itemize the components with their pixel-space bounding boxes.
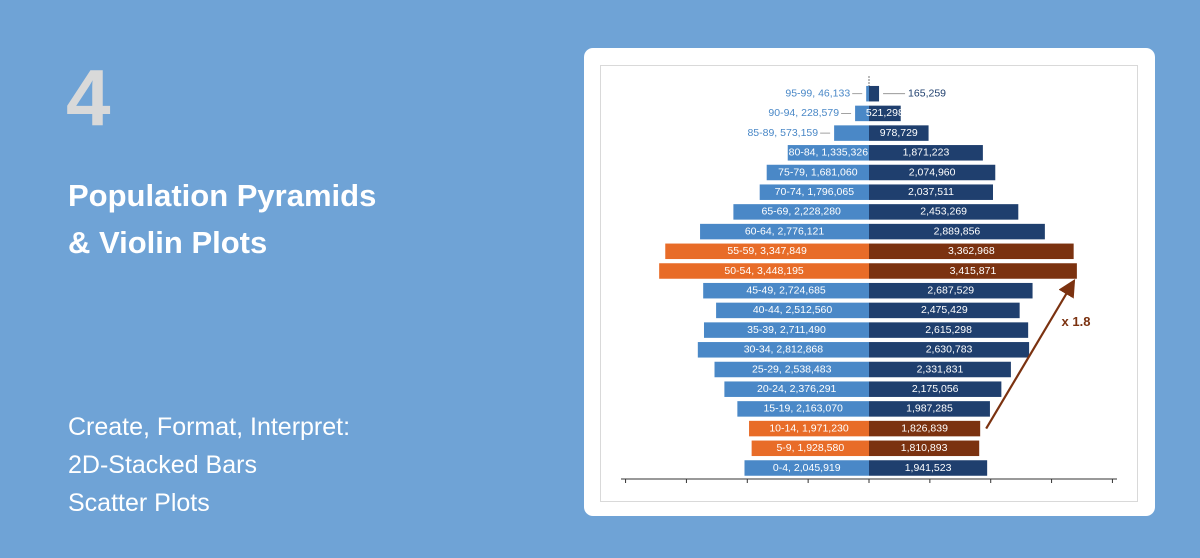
subtitle-line-3: Scatter Plots	[68, 489, 210, 517]
bar-left-90-94	[855, 105, 869, 122]
chart-frame	[600, 65, 1138, 502]
bar-label-right-95-99: 165,259	[908, 87, 946, 99]
bar-label-right-10-14: 1,826,839	[901, 422, 948, 434]
bar-right-10-14	[869, 420, 981, 437]
bar-left-35-39	[703, 322, 869, 338]
bar-left-15-19	[737, 401, 869, 417]
bar-label-left-80-84: 80-84, 1,335,326	[789, 147, 869, 159]
bar-right-40-44	[869, 302, 1020, 319]
bar-right-20-24	[869, 381, 1002, 397]
bar-right-0-4	[869, 460, 988, 476]
bar-right-25-29	[869, 361, 1011, 378]
bar-left-45-49	[703, 282, 869, 299]
bar-right-75-79	[869, 164, 996, 181]
bar-label-right-40-44: 2,475,429	[921, 304, 968, 316]
bar-label-left-10-14: 10-14, 1,971,230	[769, 422, 849, 434]
bar-label-left-0-4: 0-4, 2,045,919	[773, 462, 841, 474]
bar-right-5-9	[869, 440, 980, 457]
bar-label-left-25-29: 25-29, 2,538,483	[752, 363, 832, 375]
slide-number: 4	[66, 53, 111, 142]
bar-right-80-84	[869, 145, 983, 161]
bar-left-85-89	[834, 125, 869, 141]
bar-label-left-50-54: 50-54, 3,448,195	[724, 265, 804, 277]
bar-label-left-15-19: 15-19, 2,163,070	[763, 403, 843, 415]
bar-label-left-20-24: 20-24, 2,376,291	[757, 383, 837, 395]
bar-label-right-5-9: 1,810,893	[901, 442, 948, 454]
chart-card: 0-4, 2,045,919 1,941,523 5-9, 1,928,580 1,8…	[584, 48, 1155, 516]
bar-label-right-25-29: 2,331,831	[917, 363, 964, 375]
bar-left-95-99	[866, 85, 869, 102]
bar-right-90-94	[869, 105, 901, 122]
bar-label-left-60-64: 60-64, 2,776,121	[745, 225, 825, 237]
bar-label-right-15-19: 1,987,285	[906, 403, 953, 415]
population-pyramid-chart: 0-4, 2,045,919 1,941,523 5-9, 1,928,580 1,8…	[621, 75, 1117, 483]
bar-label-right-70-74: 2,037,511	[908, 186, 954, 198]
bar-label-left-65-69: 65-69, 2,228,280	[761, 206, 841, 218]
bar-left-0-4	[744, 460, 869, 476]
bar-right-95-99	[869, 85, 880, 102]
bar-left-55-59	[665, 243, 869, 260]
bar-right-15-19	[869, 401, 990, 417]
bar-label-right-0-4: 1,941,523	[905, 462, 952, 474]
bar-label-left-40-44: 40-44, 2,512,560	[753, 304, 833, 316]
bar-label-right-45-49: 2,687,529	[927, 284, 974, 296]
bar-left-20-24	[724, 381, 869, 397]
bar-right-55-59	[869, 243, 1074, 260]
bar-label-right-30-34: 2,630,783	[926, 344, 973, 356]
bar-label-left-70-74: 70-74, 1,796,065	[775, 186, 855, 198]
bar-label-right-50-54: 3,415,871	[950, 265, 997, 277]
bar-left-30-34	[697, 342, 869, 358]
bar-left-5-9	[751, 440, 869, 457]
slide-title: Population Pyramids & Violin Plots	[68, 172, 488, 266]
bar-left-60-64	[700, 223, 869, 240]
bar-left-40-44	[716, 302, 869, 319]
bar-left-75-79	[766, 164, 869, 181]
growth-annotation: x 1.8	[1062, 314, 1091, 329]
bar-left-80-84	[787, 145, 869, 161]
bar-label-left-55-59: 55-59, 3,347,849	[727, 245, 807, 257]
title-line-1: Population Pyramids	[68, 178, 377, 213]
bar-label-right-65-69: 2,453,269	[920, 206, 967, 218]
bar-label-left-95-99: 95-99, 46,133	[785, 87, 850, 99]
bar-label-right-60-64: 2,889,856	[934, 225, 981, 237]
bar-right-60-64	[869, 223, 1045, 240]
bar-label-right-85-89: 978,729	[880, 127, 918, 139]
subtitle-line-1: Create, Format, Interpret:	[68, 413, 351, 441]
bar-right-70-74	[869, 184, 993, 200]
bar-left-70-74	[759, 184, 869, 200]
bar-right-65-69	[869, 204, 1019, 220]
bar-left-25-29	[714, 361, 869, 378]
bar-label-left-5-9: 5-9, 1,928,580	[776, 442, 844, 454]
bar-label-left-45-49: 45-49, 2,724,685	[746, 284, 826, 296]
title-line-2: & Violin Plots	[68, 225, 268, 260]
bar-left-65-69	[733, 204, 869, 220]
bar-left-10-14	[749, 420, 869, 437]
bar-label-right-35-39: 2,615,298	[925, 324, 972, 336]
bar-right-30-34	[869, 342, 1030, 358]
bar-label-right-55-59: 3,362,968	[948, 245, 995, 257]
bar-label-right-20-24: 2,175,056	[912, 383, 959, 395]
bar-label-right-90-94: 521,298	[866, 107, 904, 119]
bar-right-45-49	[869, 282, 1033, 299]
bar-label-left-90-94: 90-94, 228,579	[768, 107, 839, 119]
bar-right-50-54	[869, 263, 1077, 279]
bar-label-left-75-79: 75-79, 1,681,060	[778, 166, 858, 178]
bar-label-left-30-34: 30-34, 2,812,868	[744, 344, 824, 356]
slide-subtitle: Create, Format, Interpret: 2D-Stacked Ba…	[68, 408, 488, 522]
bar-label-right-75-79: 2,074,960	[909, 166, 956, 178]
bar-right-85-89	[869, 125, 929, 141]
subtitle-line-2: 2D-Stacked Bars	[68, 451, 257, 479]
bar-label-left-85-89: 85-89, 573,159	[747, 127, 818, 139]
bar-left-50-54	[659, 263, 869, 279]
growth-arrow	[985, 278, 1076, 430]
bar-label-right-80-84: 1,871,223	[903, 147, 950, 159]
bar-right-35-39	[869, 322, 1029, 338]
bar-label-left-35-39: 35-39, 2,711,490	[747, 324, 826, 336]
